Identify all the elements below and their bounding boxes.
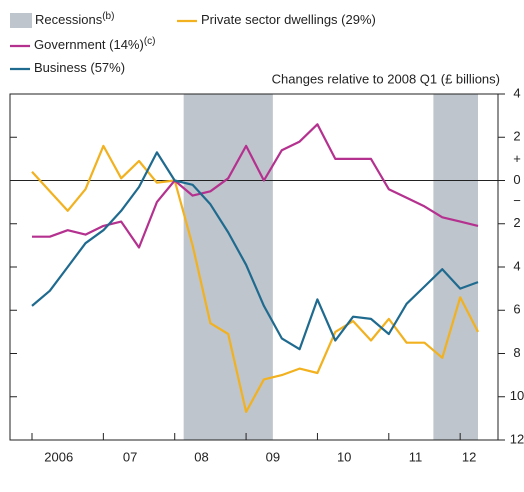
series-line [32, 123, 479, 249]
legend-label: Recessions(b) [35, 11, 114, 28]
y-axis-title: Changes relative to 2008 Q1 (£ billions) [272, 71, 500, 86]
x-tick-label: 07 [123, 449, 137, 464]
x-tick-label: 08 [194, 449, 208, 464]
y-tick-label: 4 [513, 258, 520, 273]
y-tick-label: 4 [513, 85, 520, 100]
legend-text: Recessions [35, 12, 103, 27]
x-tick-label: 11 [409, 449, 423, 464]
legend-label: Government (14%)(c) [34, 36, 156, 53]
legend-text: Government (14%) [34, 37, 144, 52]
y-tick-label: 6 [513, 302, 520, 317]
x-tick-label: 12 [462, 449, 476, 464]
legend-swatch [10, 13, 32, 28]
y-tick-label: 8 [513, 345, 520, 360]
y-tick-label: 2 [513, 215, 520, 230]
legend-text: Business (57%) [34, 60, 125, 75]
legend-note: (b) [102, 11, 114, 22]
recession-band [433, 94, 478, 440]
y-tick-label: 2 [513, 129, 520, 144]
y-tick-label: 0 [513, 172, 520, 187]
y-sign-label: + [513, 151, 521, 166]
y-sign-label: − [513, 193, 521, 208]
series-line [31, 151, 479, 351]
legend-label: Private sector dwellings (29%) [201, 12, 376, 27]
legend-label: Business (57%) [34, 60, 125, 75]
legend-text: Private sector dwellings (29%) [201, 12, 376, 27]
x-tick-label: 09 [266, 449, 280, 464]
y-tick-label: 12 [510, 431, 524, 446]
x-tick-label: 2006 [44, 449, 73, 464]
y-tick-label: 10 [510, 388, 524, 403]
x-tick-label: 10 [337, 449, 351, 464]
legend-note: (c) [144, 36, 156, 47]
series-line [31, 144, 479, 413]
